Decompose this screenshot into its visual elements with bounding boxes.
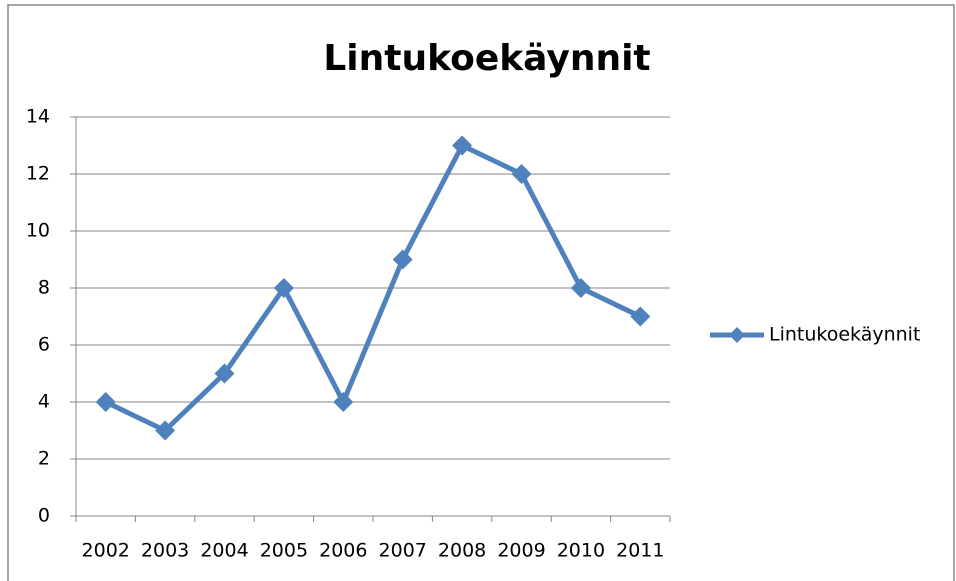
point-marker	[511, 164, 532, 184]
point-marker	[392, 249, 413, 270]
y-tick-label: 14	[26, 106, 50, 128]
y-tick-label: 12	[26, 163, 50, 185]
point-marker	[630, 306, 651, 327]
legend-marker	[729, 327, 745, 343]
point-marker	[273, 278, 294, 298]
x-tick-label: 2005	[260, 540, 308, 562]
chart-title: Lintukoekäynnit	[323, 38, 650, 79]
point-marker	[452, 135, 473, 156]
x-tick-label: 2002	[82, 540, 130, 562]
y-tick-label: 10	[26, 220, 50, 242]
x-tick-label: 2010	[557, 540, 605, 562]
point-marker	[95, 392, 116, 412]
point-marker	[333, 392, 354, 412]
x-tick-label: 2003	[141, 540, 189, 562]
x-tick-label: 2011	[616, 540, 664, 562]
y-tick-label: 0	[38, 505, 50, 527]
x-tick-label: 2007	[379, 540, 427, 562]
legend-label: Lintukoekäynnit	[769, 324, 920, 346]
y-tick-label: 6	[38, 334, 50, 356]
point-marker	[570, 278, 591, 298]
x-tick-label: 2006	[319, 540, 367, 562]
x-tick-label: 2009	[497, 540, 545, 562]
x-tick-label: 2004	[200, 540, 248, 562]
point-marker	[214, 363, 235, 384]
x-tick-label: 2008	[438, 540, 486, 562]
y-tick-label: 4	[38, 391, 50, 413]
point-marker	[155, 420, 176, 441]
chart-border	[7, 4, 955, 581]
y-tick-label: 2	[38, 448, 50, 470]
series-line	[104, 143, 642, 433]
y-tick-label: 8	[38, 277, 50, 299]
